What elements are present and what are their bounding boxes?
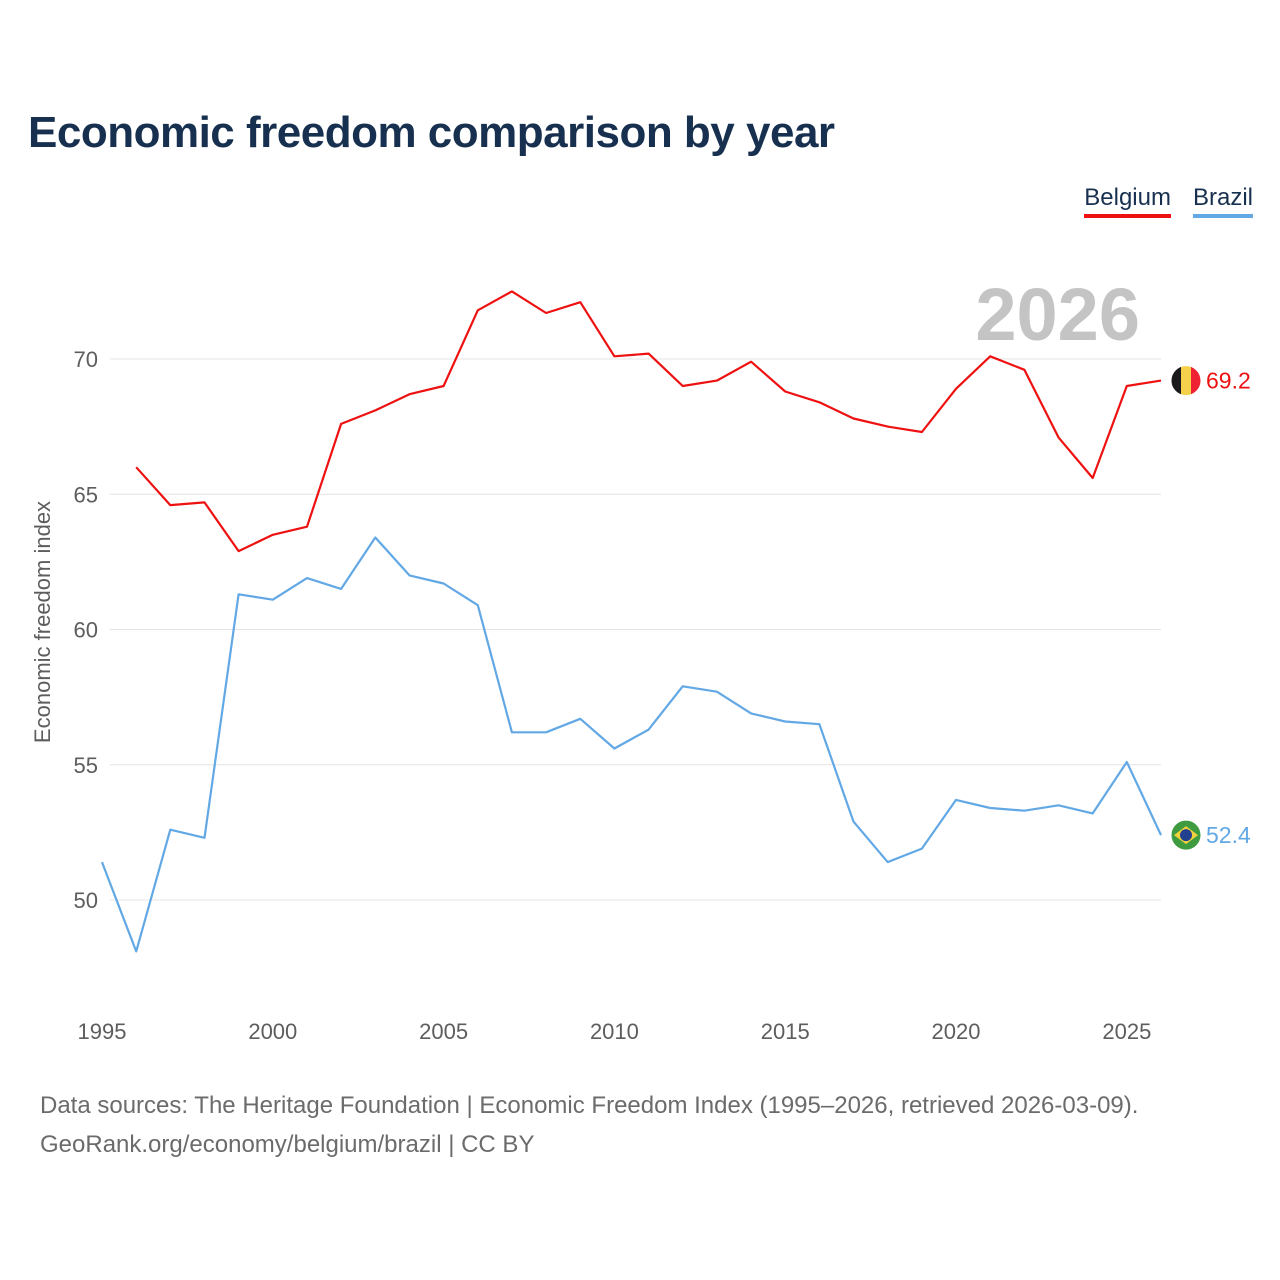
x-tick-label: 2005 (419, 1019, 468, 1044)
footer: Data sources: The Heritage Foundation | … (40, 1086, 1138, 1164)
belgium-flag-icon (1171, 365, 1201, 396)
y-tick-label: 50 (74, 888, 98, 913)
x-tick-label: 2015 (761, 1019, 810, 1044)
x-tick-label: 1995 (78, 1019, 127, 1044)
chart-title: Economic freedom comparison by year (28, 108, 835, 157)
y-tick-label: 65 (74, 482, 98, 507)
legend-item-belgium[interactable]: Belgium (1084, 184, 1171, 218)
y-tick-label: 60 (74, 618, 98, 643)
legend-item-brazil[interactable]: Brazil (1192, 184, 1253, 218)
data-source-note: Data sources: The Heritage Foundation | … (40, 1092, 1139, 1119)
end-value-label-belgium: 69.2 (1206, 368, 1251, 394)
y-tick-label: 70 (74, 347, 98, 372)
series-lines (100, 290, 1162, 953)
series-line-belgium[interactable] (135, 290, 1162, 553)
x-tick-label: 2010 (590, 1019, 639, 1044)
series-line-brazil[interactable] (100, 536, 1162, 953)
end-value-label-brazil: 52.4 (1206, 822, 1251, 848)
year-watermark: 2026 (975, 273, 1140, 356)
attribution-link[interactable]: GeoRank.org/economy/belgium/brazil | CC … (40, 1131, 535, 1158)
x-tick-label: 2020 (932, 1019, 981, 1044)
x-tick-label: 2025 (1102, 1019, 1151, 1044)
y-axis-label: Economic freedom index (30, 501, 55, 743)
legend: Belgium Brazil (1084, 184, 1253, 218)
x-tick-label: 2000 (248, 1019, 297, 1044)
y-tick-label: 55 (74, 753, 98, 778)
axes: 50 55 60 65 70 1995 2000 2005 2010 2015 2020 2025 (74, 347, 1152, 1044)
flag-border (1170, 365, 1202, 397)
brazil-flag-icon (1171, 820, 1201, 851)
flag-border (1170, 819, 1202, 851)
series-end-markers: 69.2 52.4 (1170, 365, 1251, 851)
gridlines (110, 358, 1161, 901)
